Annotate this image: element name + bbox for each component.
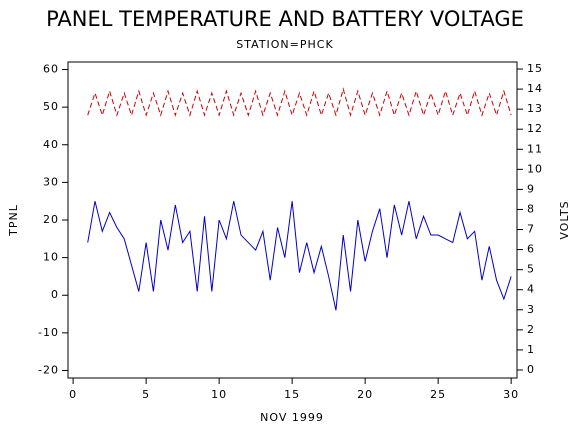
y-tick-label: 60 xyxy=(43,63,59,76)
y2-tick-label: 7 xyxy=(527,223,535,236)
y-tick-label: 20 xyxy=(43,213,59,226)
x-tick-label: 25 xyxy=(430,388,446,401)
y-tick-label: -10 xyxy=(38,326,59,339)
y-tick-label: 50 xyxy=(43,100,59,113)
chart-title: PANEL TEMPERATURE AND BATTERY VOLTAGE xyxy=(46,7,524,31)
y2-tick-label: 14 xyxy=(527,82,543,95)
series-line xyxy=(87,201,512,311)
x-tick-label: 10 xyxy=(211,388,227,401)
x-tick-label: 20 xyxy=(357,388,373,401)
y2-tick-label: 0 xyxy=(527,363,535,376)
y2-axis-label: VOLTS xyxy=(558,200,570,239)
plot-frame xyxy=(67,61,518,379)
x-tick-label: 30 xyxy=(503,388,519,401)
y-tick-label: 40 xyxy=(43,138,59,151)
x-axis-label: NOV 1999 xyxy=(260,411,324,424)
y2-tick-label: 15 xyxy=(527,62,543,75)
y-tick-label: 10 xyxy=(43,251,59,264)
y-tick-label: -20 xyxy=(38,363,59,376)
y2-tick-label: 12 xyxy=(527,122,543,135)
y2-tick-label: 5 xyxy=(527,263,535,276)
y2-tick-label: 11 xyxy=(527,142,543,155)
y2-tick-label: 3 xyxy=(527,303,535,316)
y2-tick-label: 8 xyxy=(527,202,535,215)
y2-tick-label: 9 xyxy=(527,182,535,195)
y-tick-label: 0 xyxy=(51,288,59,301)
y2-tick-label: 2 xyxy=(527,323,535,336)
x-tick-label: 5 xyxy=(142,388,150,401)
x-tick-label: 15 xyxy=(284,388,300,401)
y-tick-label: 30 xyxy=(43,175,59,188)
y2-tick-label: 10 xyxy=(527,162,543,175)
chart-subtitle: STATION=PHCK xyxy=(236,38,333,51)
y2-tick-label: 4 xyxy=(527,283,535,296)
y2-tick-label: 1 xyxy=(527,343,535,356)
y2-tick-label: 6 xyxy=(527,243,535,256)
series-line xyxy=(87,87,512,117)
y2-tick-label: 13 xyxy=(527,102,543,115)
x-tick-label: 0 xyxy=(69,388,77,401)
y-axis-label: TPNL xyxy=(7,204,20,237)
